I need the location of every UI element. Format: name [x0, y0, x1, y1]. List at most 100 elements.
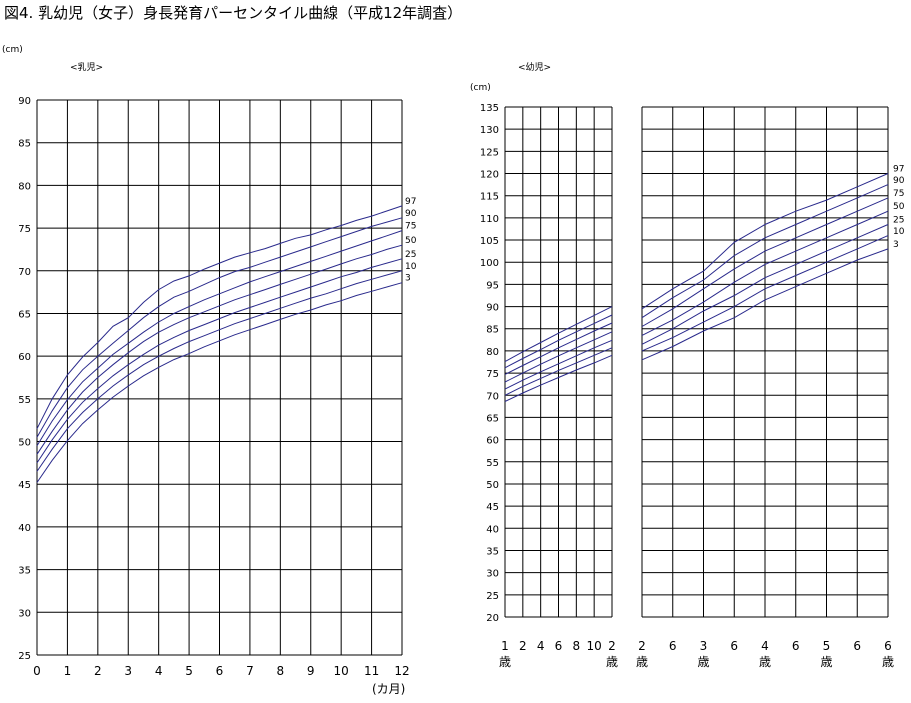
- percentile-label: 10: [405, 262, 417, 272]
- y-tick-label: 20: [486, 613, 499, 624]
- y-tick-label: 30: [486, 569, 499, 580]
- y-tick-label: 60: [18, 352, 31, 363]
- y-tick-label: 80: [486, 347, 499, 358]
- y-tick-label: 110: [480, 214, 499, 225]
- x-tick-label: 10: [334, 664, 349, 678]
- x-tick-label: 3: [124, 664, 132, 678]
- x-tick-label: 3: [700, 639, 708, 653]
- percentile-curve: [504, 331, 613, 383]
- percentile-label: 3: [893, 240, 899, 250]
- x-tick-label: 5: [823, 639, 831, 653]
- percentile-curve: [641, 197, 889, 327]
- y-tick-label: 120: [480, 170, 499, 181]
- x-tick-label: 4: [155, 664, 163, 678]
- x-tick-label: 6: [216, 664, 224, 678]
- percentile-curve: [36, 205, 403, 429]
- x-tick-label: 1: [501, 639, 509, 653]
- percentile-label: 25: [405, 250, 416, 260]
- percentile-curve: [641, 173, 889, 310]
- x-tick-label: 6: [884, 639, 892, 653]
- x-tick-label: 1: [64, 664, 72, 678]
- percentile-label: 97: [893, 165, 904, 175]
- x-tick-label: 6: [555, 639, 563, 653]
- percentile-curve: [641, 248, 889, 361]
- y-tick-label: 50: [486, 480, 499, 491]
- percentile-curve: [504, 322, 613, 375]
- x-tick-label: 0: [33, 664, 41, 678]
- section-label: <乳児>: [70, 61, 103, 73]
- percentile-label: 75: [893, 189, 904, 199]
- x-tick-label: 10: [587, 639, 602, 653]
- y-tick-label: 75: [18, 224, 31, 235]
- x-tick-sublabel: 歳: [636, 655, 648, 669]
- x-tick-label: 6: [792, 639, 800, 653]
- y-tick-label: 70: [486, 391, 499, 402]
- percentile-curve: [504, 306, 613, 363]
- percentile-curve: [504, 339, 613, 390]
- y-tick-label: 55: [486, 458, 499, 469]
- percentile-curve: [641, 210, 889, 336]
- percentile-curve: [36, 217, 403, 438]
- y-tick-label: 35: [18, 566, 31, 577]
- x-axis-label: (カ月): [372, 682, 405, 696]
- y-tick-label: 25: [486, 591, 499, 602]
- y-tick-label: 100: [480, 258, 499, 269]
- x-tick-label: 2: [519, 639, 527, 653]
- percentile-label: 10: [893, 227, 905, 237]
- percentile-curve: [36, 270, 403, 472]
- x-tick-sublabel: 歳: [882, 655, 894, 669]
- x-tick-label: 4: [537, 639, 545, 653]
- page-title: 図4. 乳幼児（女子）身長発育パーセンタイル曲線（平成12年調査）: [4, 4, 463, 22]
- y-tick-label: 125: [480, 147, 499, 158]
- y-tick-label: 50: [18, 438, 31, 449]
- unit-label: (cm): [470, 83, 491, 93]
- y-tick-label: 80: [18, 181, 31, 192]
- y-tick-label: 45: [486, 502, 499, 513]
- y-tick-label: 55: [18, 395, 31, 406]
- x-tick-label: 8: [573, 639, 581, 653]
- percentile-label: 90: [893, 176, 905, 186]
- y-tick-label: 65: [18, 309, 31, 320]
- percentile-curve: [641, 235, 889, 352]
- percentile-label: 50: [893, 202, 905, 212]
- percentile-curve: [36, 230, 403, 447]
- percentile-label: 97: [405, 197, 416, 207]
- percentile-curve: [36, 244, 403, 455]
- y-tick-label: 115: [480, 192, 499, 203]
- section-label: <幼児>: [518, 61, 551, 73]
- y-tick-label: 70: [18, 267, 31, 278]
- x-tick-label: 6: [669, 639, 677, 653]
- x-tick-label: 2: [608, 639, 616, 653]
- x-tick-label: 6: [853, 639, 861, 653]
- y-tick-label: 40: [486, 524, 499, 535]
- x-tick-label: 7: [246, 664, 254, 678]
- x-tick-sublabel: 歳: [820, 655, 832, 669]
- unit-label: (cm): [2, 45, 23, 55]
- y-tick-label: 85: [486, 325, 499, 336]
- percentile-curve: [504, 347, 613, 396]
- percentile-curve: [504, 354, 613, 402]
- x-tick-label: 8: [277, 664, 285, 678]
- x-tick-label: 6: [730, 639, 738, 653]
- x-tick-sublabel: 歳: [499, 655, 511, 669]
- y-tick-label: 90: [18, 96, 31, 107]
- y-tick-label: 95: [486, 280, 499, 291]
- y-tick-label: 45: [18, 480, 31, 491]
- percentile-label: 90: [405, 209, 417, 219]
- percentile-label: 25: [893, 216, 904, 226]
- x-tick-label: 2: [94, 664, 102, 678]
- y-tick-label: 75: [486, 369, 499, 380]
- x-tick-label: 2: [638, 639, 646, 653]
- y-tick-label: 85: [18, 139, 31, 150]
- x-tick-sublabel: 歳: [759, 655, 771, 669]
- x-tick-label: 11: [364, 664, 379, 678]
- x-tick-label: 5: [185, 664, 193, 678]
- y-tick-label: 90: [486, 303, 499, 314]
- y-tick-label: 130: [480, 125, 499, 136]
- percentile-curve: [36, 282, 403, 483]
- percentile-curve: [641, 224, 889, 345]
- percentile-label: 50: [405, 236, 417, 246]
- y-tick-label: 60: [486, 436, 499, 447]
- percentile-curve: [504, 314, 613, 369]
- percentile-curve: [641, 184, 889, 319]
